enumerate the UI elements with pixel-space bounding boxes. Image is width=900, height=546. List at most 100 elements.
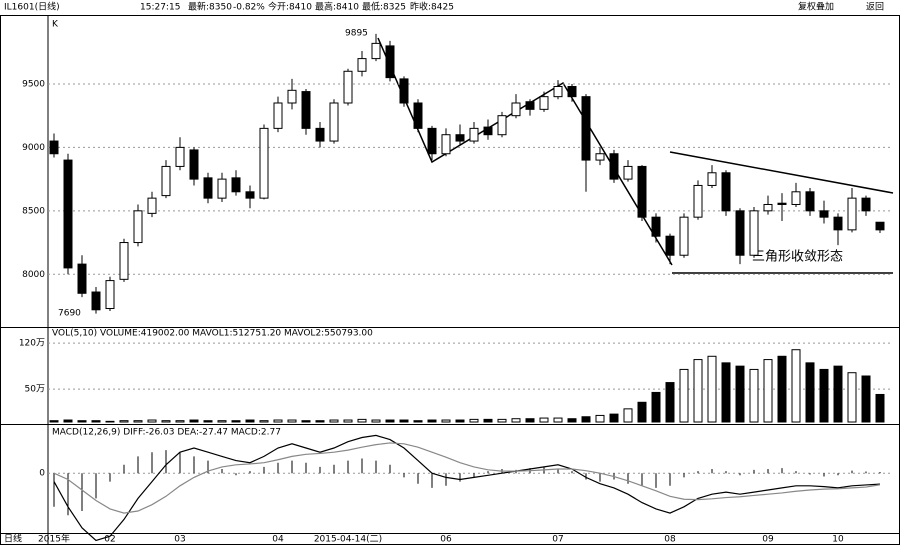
y-tick-label: 8000 xyxy=(22,270,45,280)
candle-body xyxy=(63,159,73,269)
candle-body xyxy=(651,216,661,237)
volume-bar xyxy=(63,419,73,423)
candle-body xyxy=(833,216,843,231)
candle-body xyxy=(301,91,311,129)
low-label: 7690 xyxy=(58,309,81,319)
volume-bar xyxy=(147,419,157,423)
volume-bar xyxy=(175,420,185,423)
volume-bar xyxy=(567,418,577,423)
candle-body xyxy=(399,78,409,104)
candle-body xyxy=(259,127,269,199)
volume-bar xyxy=(609,413,619,423)
volume-bar xyxy=(413,420,423,423)
volume-bar xyxy=(749,368,759,423)
candle-body xyxy=(875,221,885,231)
volume-bar xyxy=(161,420,171,423)
volume-bar xyxy=(763,359,773,423)
candle-body xyxy=(847,197,857,231)
volume-bar xyxy=(665,382,675,423)
candle-body xyxy=(581,96,591,161)
candle-body xyxy=(175,146,185,167)
candle-body xyxy=(203,177,213,199)
candle-body xyxy=(413,102,423,129)
candle-body xyxy=(427,127,437,155)
volume-bar xyxy=(735,365,745,423)
candle-body xyxy=(595,153,605,161)
candle-body xyxy=(497,115,507,136)
x-tick-label: 10 xyxy=(832,535,844,545)
period: 日线 xyxy=(4,533,22,545)
volume-bar xyxy=(91,420,101,423)
candle-body xyxy=(133,210,143,244)
candle-body xyxy=(273,102,283,129)
candle-body xyxy=(749,210,759,256)
volume-bar xyxy=(777,355,787,423)
triangle-upper xyxy=(669,151,894,194)
candle-body xyxy=(721,172,731,212)
candle-body xyxy=(119,242,129,280)
volume-bar xyxy=(861,375,871,423)
volume-bar xyxy=(623,408,633,423)
volume-bar xyxy=(385,419,395,423)
volume-bar xyxy=(679,368,689,423)
volume-bar xyxy=(637,401,647,423)
volume-bar xyxy=(455,419,465,423)
candle-body xyxy=(609,153,619,180)
candle-body xyxy=(329,102,339,142)
candle-body xyxy=(763,203,773,212)
candle-body xyxy=(441,134,451,155)
volume-bar xyxy=(525,418,535,423)
x-tick-label: 08 xyxy=(664,535,676,545)
candle-body xyxy=(245,191,255,199)
candle-body xyxy=(539,96,549,110)
volume-bar xyxy=(287,419,297,423)
macd-dea-line xyxy=(53,442,881,514)
volume-bar xyxy=(343,419,353,423)
prev: 昨收:8425 xyxy=(410,1,454,13)
candle-body xyxy=(805,191,815,212)
x-tick-label: 07 xyxy=(552,535,563,545)
volume-bar xyxy=(119,420,129,423)
volume-bar xyxy=(553,417,563,423)
overlay-button[interactable]: 复权叠加 xyxy=(798,1,834,13)
change: -0.82% xyxy=(233,3,265,13)
pattern-label: 三角形收敛形态 xyxy=(752,249,843,265)
back-button[interactable]: 返回 xyxy=(866,1,884,13)
low: 最低:8325 xyxy=(362,1,406,13)
volume-bar xyxy=(399,419,409,423)
y-tick-label: 0 xyxy=(39,469,45,479)
candle-body xyxy=(371,42,381,60)
candle-body xyxy=(91,291,101,311)
volume-title: VOL(5,10) VOLUME:419002.00 MAVOL1:512751… xyxy=(52,329,373,339)
volume-bar xyxy=(483,418,493,423)
candle-body xyxy=(637,165,647,218)
candle-body xyxy=(49,140,59,155)
candle-body xyxy=(623,165,633,180)
open: 今开:8410 xyxy=(268,1,312,13)
candle-body xyxy=(553,86,563,98)
trend-lines xyxy=(377,37,894,274)
candle-body xyxy=(189,149,199,180)
candle-body xyxy=(343,70,353,104)
volume-bar xyxy=(805,362,815,423)
candle-body xyxy=(385,45,395,79)
volume-bar xyxy=(231,420,241,423)
volume-bar xyxy=(693,359,703,423)
candle-body xyxy=(287,89,297,104)
volume-bar xyxy=(875,393,885,423)
volume-bar xyxy=(847,372,857,423)
candle-body xyxy=(693,184,703,218)
volume-bar xyxy=(497,418,507,423)
candle-body xyxy=(147,197,157,214)
volume-bar xyxy=(721,362,731,423)
volume-bar xyxy=(469,418,479,423)
time: 15:27:15 xyxy=(140,3,180,13)
volume-bar xyxy=(441,419,451,423)
candle-body xyxy=(791,191,801,205)
volume-bar xyxy=(371,419,381,423)
volume-bar xyxy=(819,368,829,423)
y-tick-label: 9500 xyxy=(22,79,45,89)
macd-diff-line xyxy=(53,434,881,542)
volume-bar xyxy=(273,419,283,423)
volume-bar xyxy=(357,418,367,423)
